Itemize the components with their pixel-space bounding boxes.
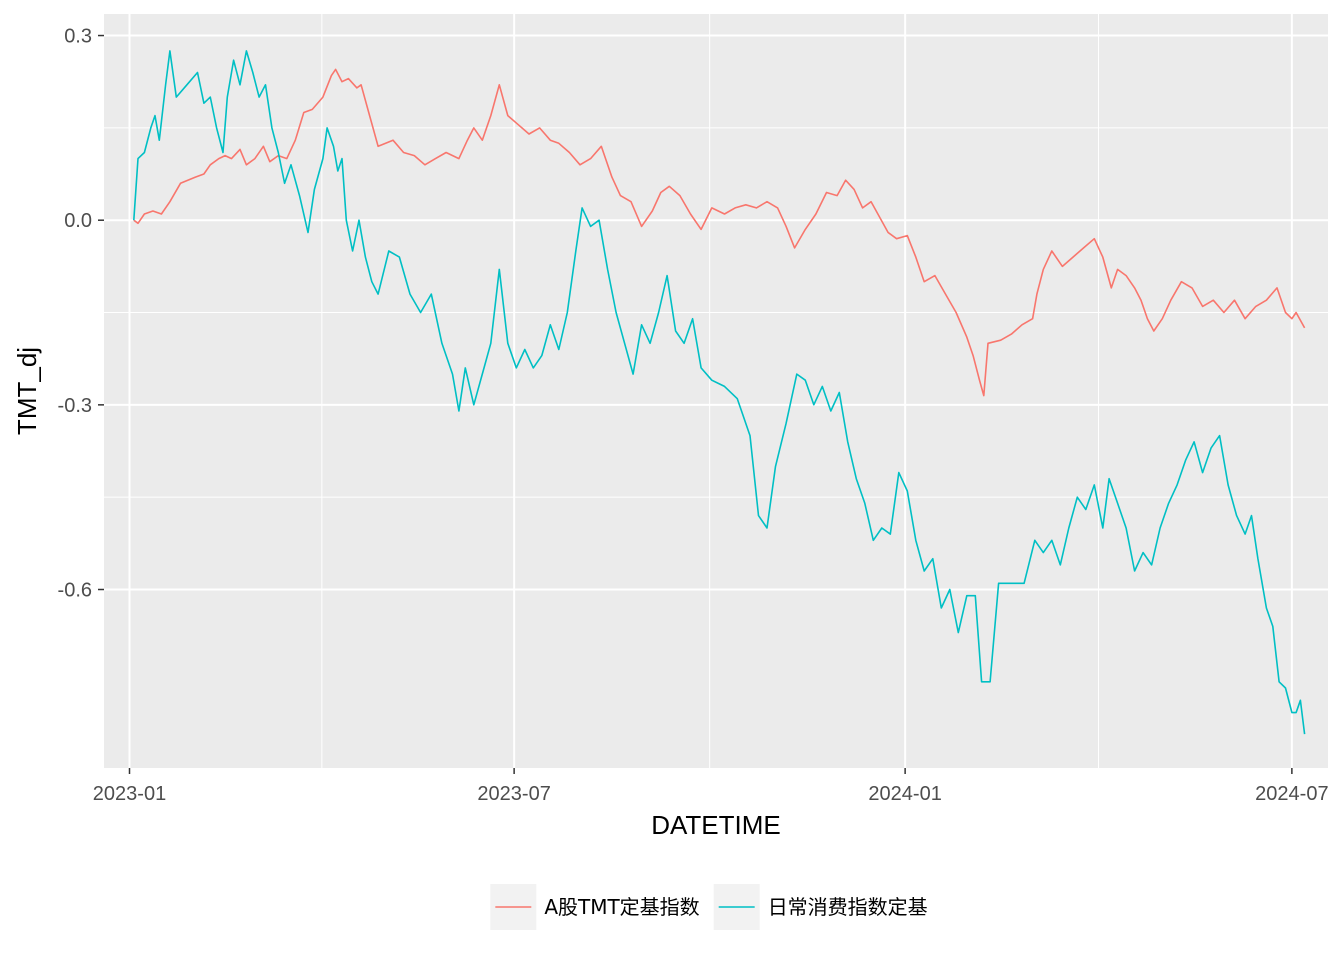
x-axis-title: DATETIME — [651, 810, 781, 840]
plot-panel — [104, 14, 1328, 768]
y-tick-label: -0.3 — [58, 395, 92, 417]
y-tick-label: -0.6 — [58, 580, 92, 602]
series-line-1 — [133, 68, 1306, 397]
legend-label: 日常消费指数定基 — [768, 895, 928, 919]
series-layer — [133, 50, 1306, 735]
grid-minor — [104, 14, 1328, 768]
series-line-2 — [133, 50, 1306, 735]
x-tick-label: 2024-07 — [1255, 783, 1328, 805]
legend: A股TMT定基指数 日常消费指数定基 — [490, 884, 928, 930]
y-axis: -0.6 -0.3 0.0 0.3 — [58, 26, 104, 602]
x-axis: 2023-01 2023-07 2024-01 2024-07 — [93, 768, 1329, 805]
x-tick-label: 2024-01 — [868, 783, 941, 805]
y-tick-label: 0.3 — [64, 26, 92, 48]
legend-label: A股TMT定基指数 — [544, 895, 699, 919]
x-tick-label: 2023-01 — [93, 783, 166, 805]
grid-major — [104, 14, 1328, 768]
y-tick-label: 0.0 — [64, 210, 92, 232]
x-tick-label: 2023-07 — [477, 783, 550, 805]
y-axis-title: TMT_dj — [12, 347, 42, 435]
